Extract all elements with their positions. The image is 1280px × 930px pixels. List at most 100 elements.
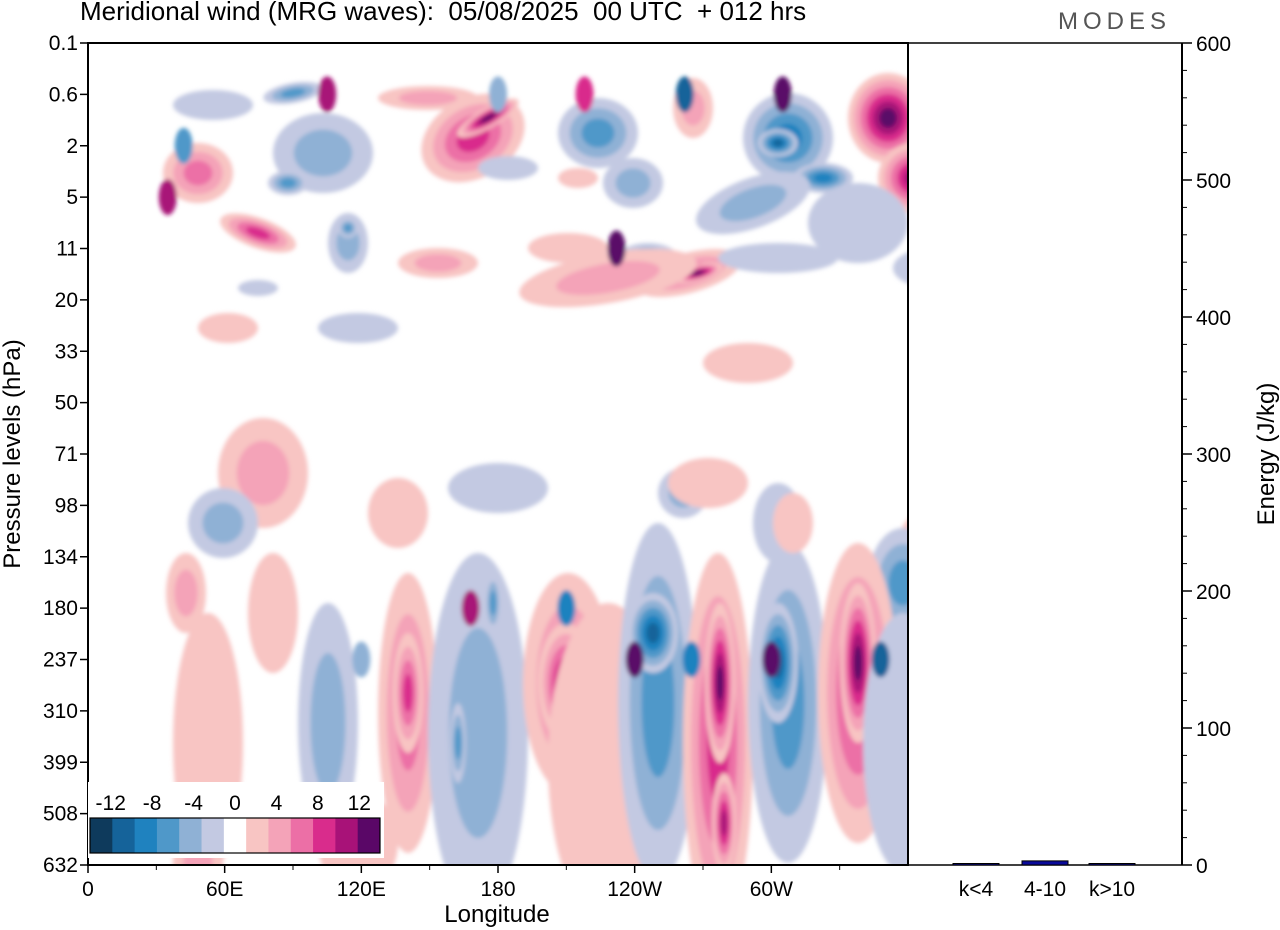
y-tick-label: 0.6: [49, 83, 78, 106]
contour-blob: [581, 118, 615, 148]
energy-tick-label: 600: [1196, 33, 1231, 56]
colorbar-label: 4: [271, 792, 283, 815]
y-tick-label: 237: [43, 649, 78, 672]
energy-tick-label: 400: [1196, 307, 1231, 330]
y-tick-label: 71: [55, 443, 78, 466]
contour-blob: [720, 810, 728, 836]
contour-blob: [248, 553, 298, 673]
x-tick-label: 0: [82, 878, 94, 901]
feature-core: [607, 230, 626, 267]
contour-blob: [646, 622, 660, 644]
contour-blob: [716, 665, 724, 701]
colorbar-swatch: [179, 818, 203, 853]
y-tick-label: 508: [43, 803, 78, 826]
contour-blob: [448, 628, 508, 838]
energy-bar: [1088, 863, 1136, 866]
contour-blob: [556, 260, 660, 296]
feature-core: [762, 641, 781, 678]
contour-blob: [893, 252, 908, 284]
y-tick-label: 20: [55, 289, 78, 312]
contour-blob: [343, 223, 353, 233]
colorbar-swatch: [335, 818, 359, 853]
contour-blob: [368, 478, 428, 548]
contour-blob: [414, 254, 462, 272]
contour-blob: [198, 313, 258, 343]
colorbar-swatch: [223, 818, 247, 853]
contour-blob: [174, 569, 198, 617]
feature-core: [575, 76, 594, 113]
contour-blob: [898, 519, 908, 567]
contour-blob: [615, 168, 651, 198]
contour-blob: [236, 440, 290, 506]
contour-blob: [954, 641, 993, 765]
colorbar-swatch: [134, 818, 158, 853]
feature-core: [352, 641, 371, 678]
contour-blob: [173, 90, 253, 120]
contour-blob: [528, 233, 608, 263]
chart-title: Meridional wind (MRG waves): 05/08/2025 …: [80, 0, 807, 26]
feature-core: [871, 641, 890, 678]
y-tick-label: 2: [66, 135, 78, 158]
contour-blob: [238, 280, 278, 296]
colorbar-swatch: [201, 818, 225, 853]
axes: 0.1 0.6 2 5 11 20 33 50 71 98 134 180 237 310 399 508 63…: [0, 32, 909, 928]
colorbar-swatch: [268, 818, 292, 853]
energy-tick-label: 0: [1196, 855, 1208, 878]
feature-core: [625, 641, 644, 678]
y-tick-label: 33: [55, 340, 78, 363]
brand-logo: MODES: [1058, 8, 1172, 35]
y-tick-label: 399: [43, 751, 78, 774]
x-tick-label: 120E: [337, 878, 386, 901]
energy-category-label: k<4: [959, 878, 994, 901]
contour-blob: [293, 129, 353, 177]
contour-blob: [808, 183, 908, 263]
contour-blob: [927, 209, 969, 237]
colorbar-label: -8: [143, 792, 162, 815]
contour-blob: [279, 178, 297, 188]
contour-blob: [183, 160, 213, 186]
contour-blob: [903, 170, 908, 186]
contour-blob: [967, 680, 976, 716]
contour-blob: [398, 91, 458, 105]
contour-blob: [879, 108, 897, 128]
contour-blob: [863, 613, 908, 865]
y-tick-label: 134: [43, 546, 78, 569]
contour-blob: [489, 590, 497, 616]
contour-blob: [454, 726, 462, 760]
energy-axis-label: Energy (J/kg): [1253, 383, 1280, 526]
contour-blob: [965, 678, 981, 729]
x-tick-label: 180: [480, 878, 515, 901]
feature-core: [773, 76, 792, 113]
contour-blob: [202, 502, 244, 544]
contour-blob: [318, 313, 398, 343]
contour-blob: [280, 88, 306, 98]
contour-blob: [910, 256, 957, 279]
colorbar-label: 0: [229, 792, 241, 815]
contour-blob: [692, 270, 704, 276]
colorbar-label: -4: [184, 792, 203, 815]
energy-bar: [952, 863, 1000, 866]
y-tick-label: 632: [43, 854, 78, 877]
x-axis-label: Longitude: [444, 901, 549, 928]
energy-tick-label: 300: [1196, 444, 1231, 467]
y-axis-label: Pressure levels (hPa): [0, 339, 26, 568]
contour-blob: [963, 665, 979, 730]
colorbar-swatch: [90, 818, 113, 853]
feature-core: [489, 76, 507, 113]
energy-category-label: 4-10: [1024, 878, 1066, 901]
colorbar-swatch: [357, 818, 381, 853]
x-tick-label: 60E: [206, 878, 243, 901]
contour-blob: [897, 163, 908, 193]
contour-blob: [943, 83, 993, 123]
colorbar-swatch: [156, 818, 180, 853]
feature-core: [318, 76, 337, 113]
contour-blob: [245, 226, 271, 240]
contour-blob: [948, 623, 998, 783]
energy-tick-label: 200: [1196, 581, 1231, 604]
contour-blob: [703, 343, 793, 383]
x-tick-label: 60W: [750, 878, 793, 901]
energy-tick-label: 500: [1196, 170, 1231, 193]
colorbar-swatch: [313, 818, 336, 853]
y-tick-label: 50: [55, 392, 78, 415]
